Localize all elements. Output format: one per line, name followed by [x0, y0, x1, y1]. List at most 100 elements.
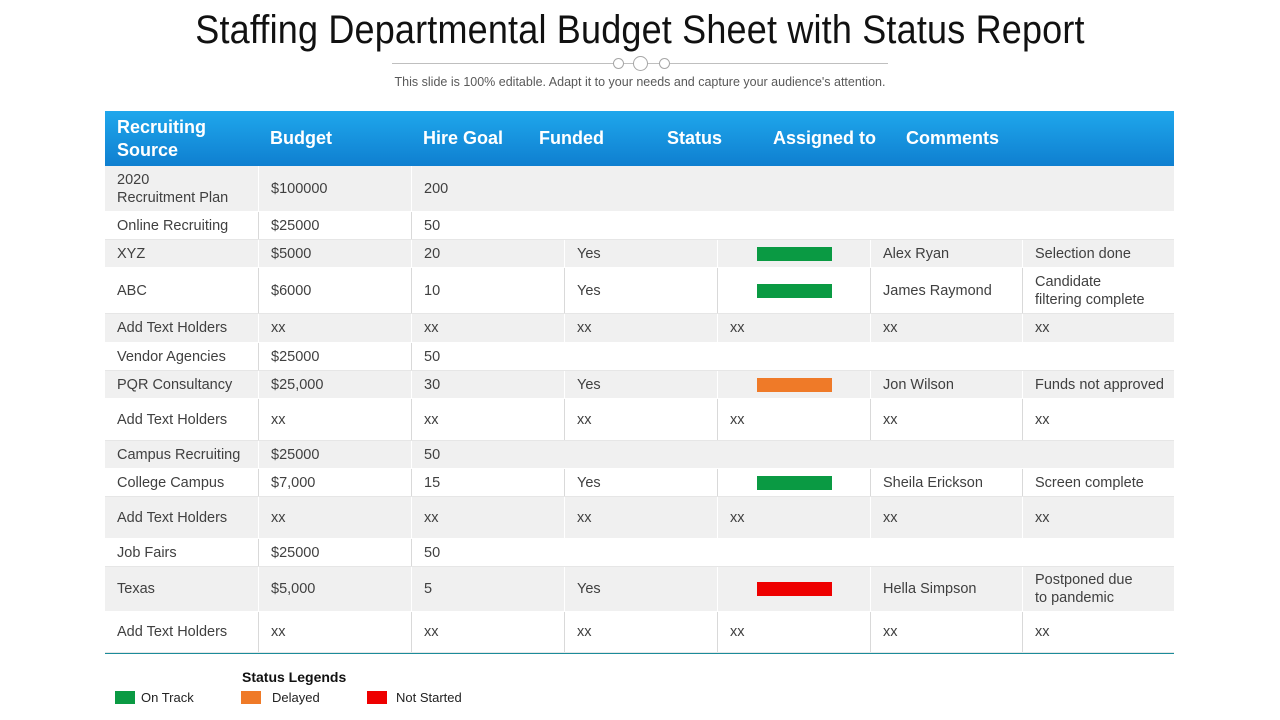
- budget-cell: $25000: [258, 212, 411, 239]
- funded-text: Yes: [577, 474, 601, 491]
- comments-cell: xx: [1022, 497, 1174, 538]
- hire-goal-cell: 30: [411, 371, 564, 398]
- budget-cell: $7,000: [258, 469, 411, 496]
- source-text: PQR Consultancy: [117, 376, 233, 393]
- legend-label: Delayed: [272, 690, 320, 705]
- legend-title: Status Legends: [242, 669, 347, 685]
- status-bar-on-track: [756, 283, 832, 298]
- budget-cell: $25000: [258, 441, 411, 468]
- funded-text: Yes: [577, 282, 601, 299]
- status-cell: xx: [717, 314, 870, 342]
- hire-goal-cell: 10: [411, 268, 564, 313]
- column-header-source: Recruiting Source: [117, 116, 207, 160]
- slide-subtitle: This slide is 100% editable. Adapt it to…: [394, 75, 886, 89]
- source-text: ABC: [117, 282, 147, 299]
- source-cell: PQR Consultancy: [105, 371, 258, 398]
- column-header-comments: Comments: [906, 128, 1000, 148]
- hire-goal-text: 15: [424, 474, 441, 491]
- hire-goal-text: xx: [424, 320, 439, 336]
- comments-text: xx: [1035, 509, 1050, 526]
- column-header-assigned: Assigned to: [773, 128, 877, 148]
- source-cell: Add Text Holders: [105, 314, 258, 342]
- funded-cell: xx: [564, 314, 717, 342]
- source-text: XYZ: [117, 245, 146, 262]
- hire-goal-text: xx: [424, 509, 439, 526]
- budget-cell: xx: [258, 399, 411, 440]
- table-row: Campus Recruiting $25000 50: [105, 441, 1174, 469]
- table-row: Add Text Holders xx xx xx xx xx xx: [105, 497, 1174, 539]
- budget-cell: xx: [258, 612, 411, 652]
- budget-text: xx: [271, 509, 286, 526]
- table-row: 2020 Recruitment Plan $100000 200: [105, 166, 1174, 212]
- funded-cell: xx: [564, 612, 717, 652]
- table-row: Add Text Holders xx xx xx xx xx xx: [105, 399, 1174, 441]
- status-cell: [717, 371, 870, 398]
- status-text: xx: [730, 411, 745, 428]
- budget-text: $5000: [271, 245, 312, 262]
- funded-text: Yes: [577, 581, 601, 597]
- source-cell: Campus Recruiting: [105, 441, 258, 468]
- budget-cell: $100000: [258, 166, 411, 211]
- budget-text: $5,000: [271, 581, 316, 597]
- status-cell: xx: [717, 399, 870, 440]
- source-cell: Vendor Agencies: [105, 343, 258, 370]
- hire-goal-cell: 15: [411, 469, 564, 496]
- budget-text: xx: [271, 411, 286, 428]
- assigned-text: xx: [883, 411, 898, 428]
- funded-cell: xx: [564, 497, 717, 538]
- source-cell: Texas: [105, 567, 258, 611]
- comments-cell: Candidate filtering complete: [1022, 268, 1174, 313]
- assigned-cell: Jon Wilson: [870, 371, 1022, 398]
- assigned-cell: Alex Ryan: [870, 240, 1022, 267]
- source-text: Add Text Holders: [117, 624, 228, 640]
- legend-label: On Track: [141, 690, 194, 705]
- hire-goal-text: 30: [424, 376, 441, 393]
- source-text: Online Recruiting: [117, 217, 229, 234]
- funded-cell: Yes: [564, 240, 717, 267]
- budget-cell: $5000: [258, 240, 411, 267]
- comments-text: xx: [1035, 320, 1050, 336]
- funded-cell: xx: [564, 399, 717, 440]
- status-cell: [717, 268, 870, 313]
- source-text: Texas: [117, 581, 155, 597]
- legend-swatch-on-track: [115, 691, 135, 704]
- comments-text: Postponed due to pandemic: [1035, 572, 1133, 606]
- budget-text: xx: [271, 624, 286, 640]
- hire-goal-text: 50: [424, 217, 441, 234]
- table-row: Add Text Holders xx xx xx xx xx xx: [105, 612, 1174, 653]
- comments-cell: Screen complete: [1022, 469, 1174, 496]
- source-cell: College Campus: [105, 469, 258, 496]
- funded-text: xx: [577, 509, 592, 526]
- hire-goal-cell: 20: [411, 240, 564, 267]
- comments-cell: Selection done: [1022, 240, 1174, 267]
- assigned-cell: xx: [870, 399, 1022, 440]
- table-row: PQR Consultancy $25,000 30 Yes Jon Wilson Fun…: [105, 371, 1174, 399]
- budget-cell: $25,000: [258, 371, 411, 398]
- source-cell: 2020 Recruitment Plan: [105, 166, 258, 211]
- comments-text: Funds not approved: [1035, 376, 1164, 393]
- comments-text: xx: [1035, 411, 1050, 428]
- column-header-funded: Funded: [539, 128, 604, 148]
- status-bar-delayed: [756, 377, 832, 392]
- status-text: xx: [730, 624, 745, 640]
- hire-goal-cell: 50: [411, 212, 1174, 239]
- hire-goal-cell: 50: [411, 343, 1174, 370]
- hire-goal-text: 50: [424, 544, 441, 561]
- status-text: xx: [730, 509, 745, 526]
- hire-goal-cell: 50: [411, 539, 1174, 566]
- table-row: College Campus $7,000 15 Yes Sheila Erickson…: [105, 469, 1174, 497]
- status-bar-on-track: [756, 246, 832, 261]
- table-row: Job Fairs $25000 50: [105, 539, 1174, 567]
- funded-cell: Yes: [564, 371, 717, 398]
- hire-goal-text: 10: [424, 282, 441, 299]
- comments-text: Screen complete: [1035, 474, 1144, 491]
- assigned-text: Sheila Erickson: [883, 474, 983, 491]
- comments-cell: xx: [1022, 399, 1174, 440]
- budget-cell: $25000: [258, 539, 411, 566]
- legend-item-not-started: Not Started: [367, 690, 462, 705]
- budget-text: $6000: [271, 282, 312, 299]
- comments-text: xx: [1035, 624, 1050, 640]
- assigned-text: xx: [883, 624, 898, 640]
- assigned-cell: Hella Simpson: [870, 567, 1022, 611]
- comments-cell: xx: [1022, 612, 1174, 652]
